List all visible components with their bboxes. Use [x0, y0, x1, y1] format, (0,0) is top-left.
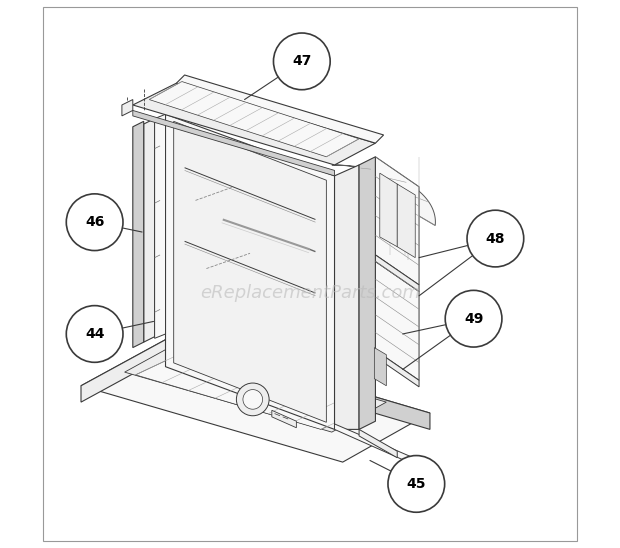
Polygon shape: [136, 349, 376, 430]
Text: 44: 44: [85, 327, 104, 341]
Polygon shape: [174, 121, 326, 423]
Circle shape: [66, 306, 123, 362]
Polygon shape: [376, 255, 419, 292]
Text: 47: 47: [292, 54, 311, 68]
Polygon shape: [380, 173, 397, 247]
Circle shape: [467, 210, 524, 267]
Polygon shape: [125, 342, 386, 432]
Text: 46: 46: [85, 215, 104, 229]
Polygon shape: [171, 336, 430, 430]
Circle shape: [445, 290, 502, 347]
Polygon shape: [397, 184, 415, 258]
Polygon shape: [272, 410, 296, 428]
Polygon shape: [332, 165, 435, 226]
Circle shape: [66, 194, 123, 250]
Polygon shape: [376, 261, 419, 380]
Polygon shape: [177, 75, 384, 143]
Circle shape: [236, 383, 269, 416]
Text: 48: 48: [485, 232, 505, 246]
Polygon shape: [359, 430, 397, 458]
Polygon shape: [376, 350, 419, 387]
Polygon shape: [133, 83, 376, 165]
Circle shape: [388, 455, 445, 512]
Polygon shape: [376, 157, 419, 285]
Polygon shape: [133, 121, 144, 347]
Polygon shape: [374, 347, 386, 386]
Polygon shape: [166, 114, 335, 430]
Polygon shape: [81, 336, 430, 462]
Polygon shape: [81, 336, 171, 402]
Polygon shape: [359, 157, 376, 430]
Polygon shape: [335, 165, 359, 430]
Polygon shape: [144, 118, 154, 342]
Text: eReplacementParts.com: eReplacementParts.com: [200, 284, 420, 302]
Polygon shape: [122, 100, 133, 116]
Text: 45: 45: [407, 477, 426, 491]
Polygon shape: [149, 82, 359, 157]
Polygon shape: [335, 424, 411, 462]
Text: 49: 49: [464, 312, 483, 326]
Circle shape: [243, 390, 262, 409]
Polygon shape: [133, 111, 335, 176]
Polygon shape: [154, 114, 166, 338]
Circle shape: [273, 33, 330, 90]
